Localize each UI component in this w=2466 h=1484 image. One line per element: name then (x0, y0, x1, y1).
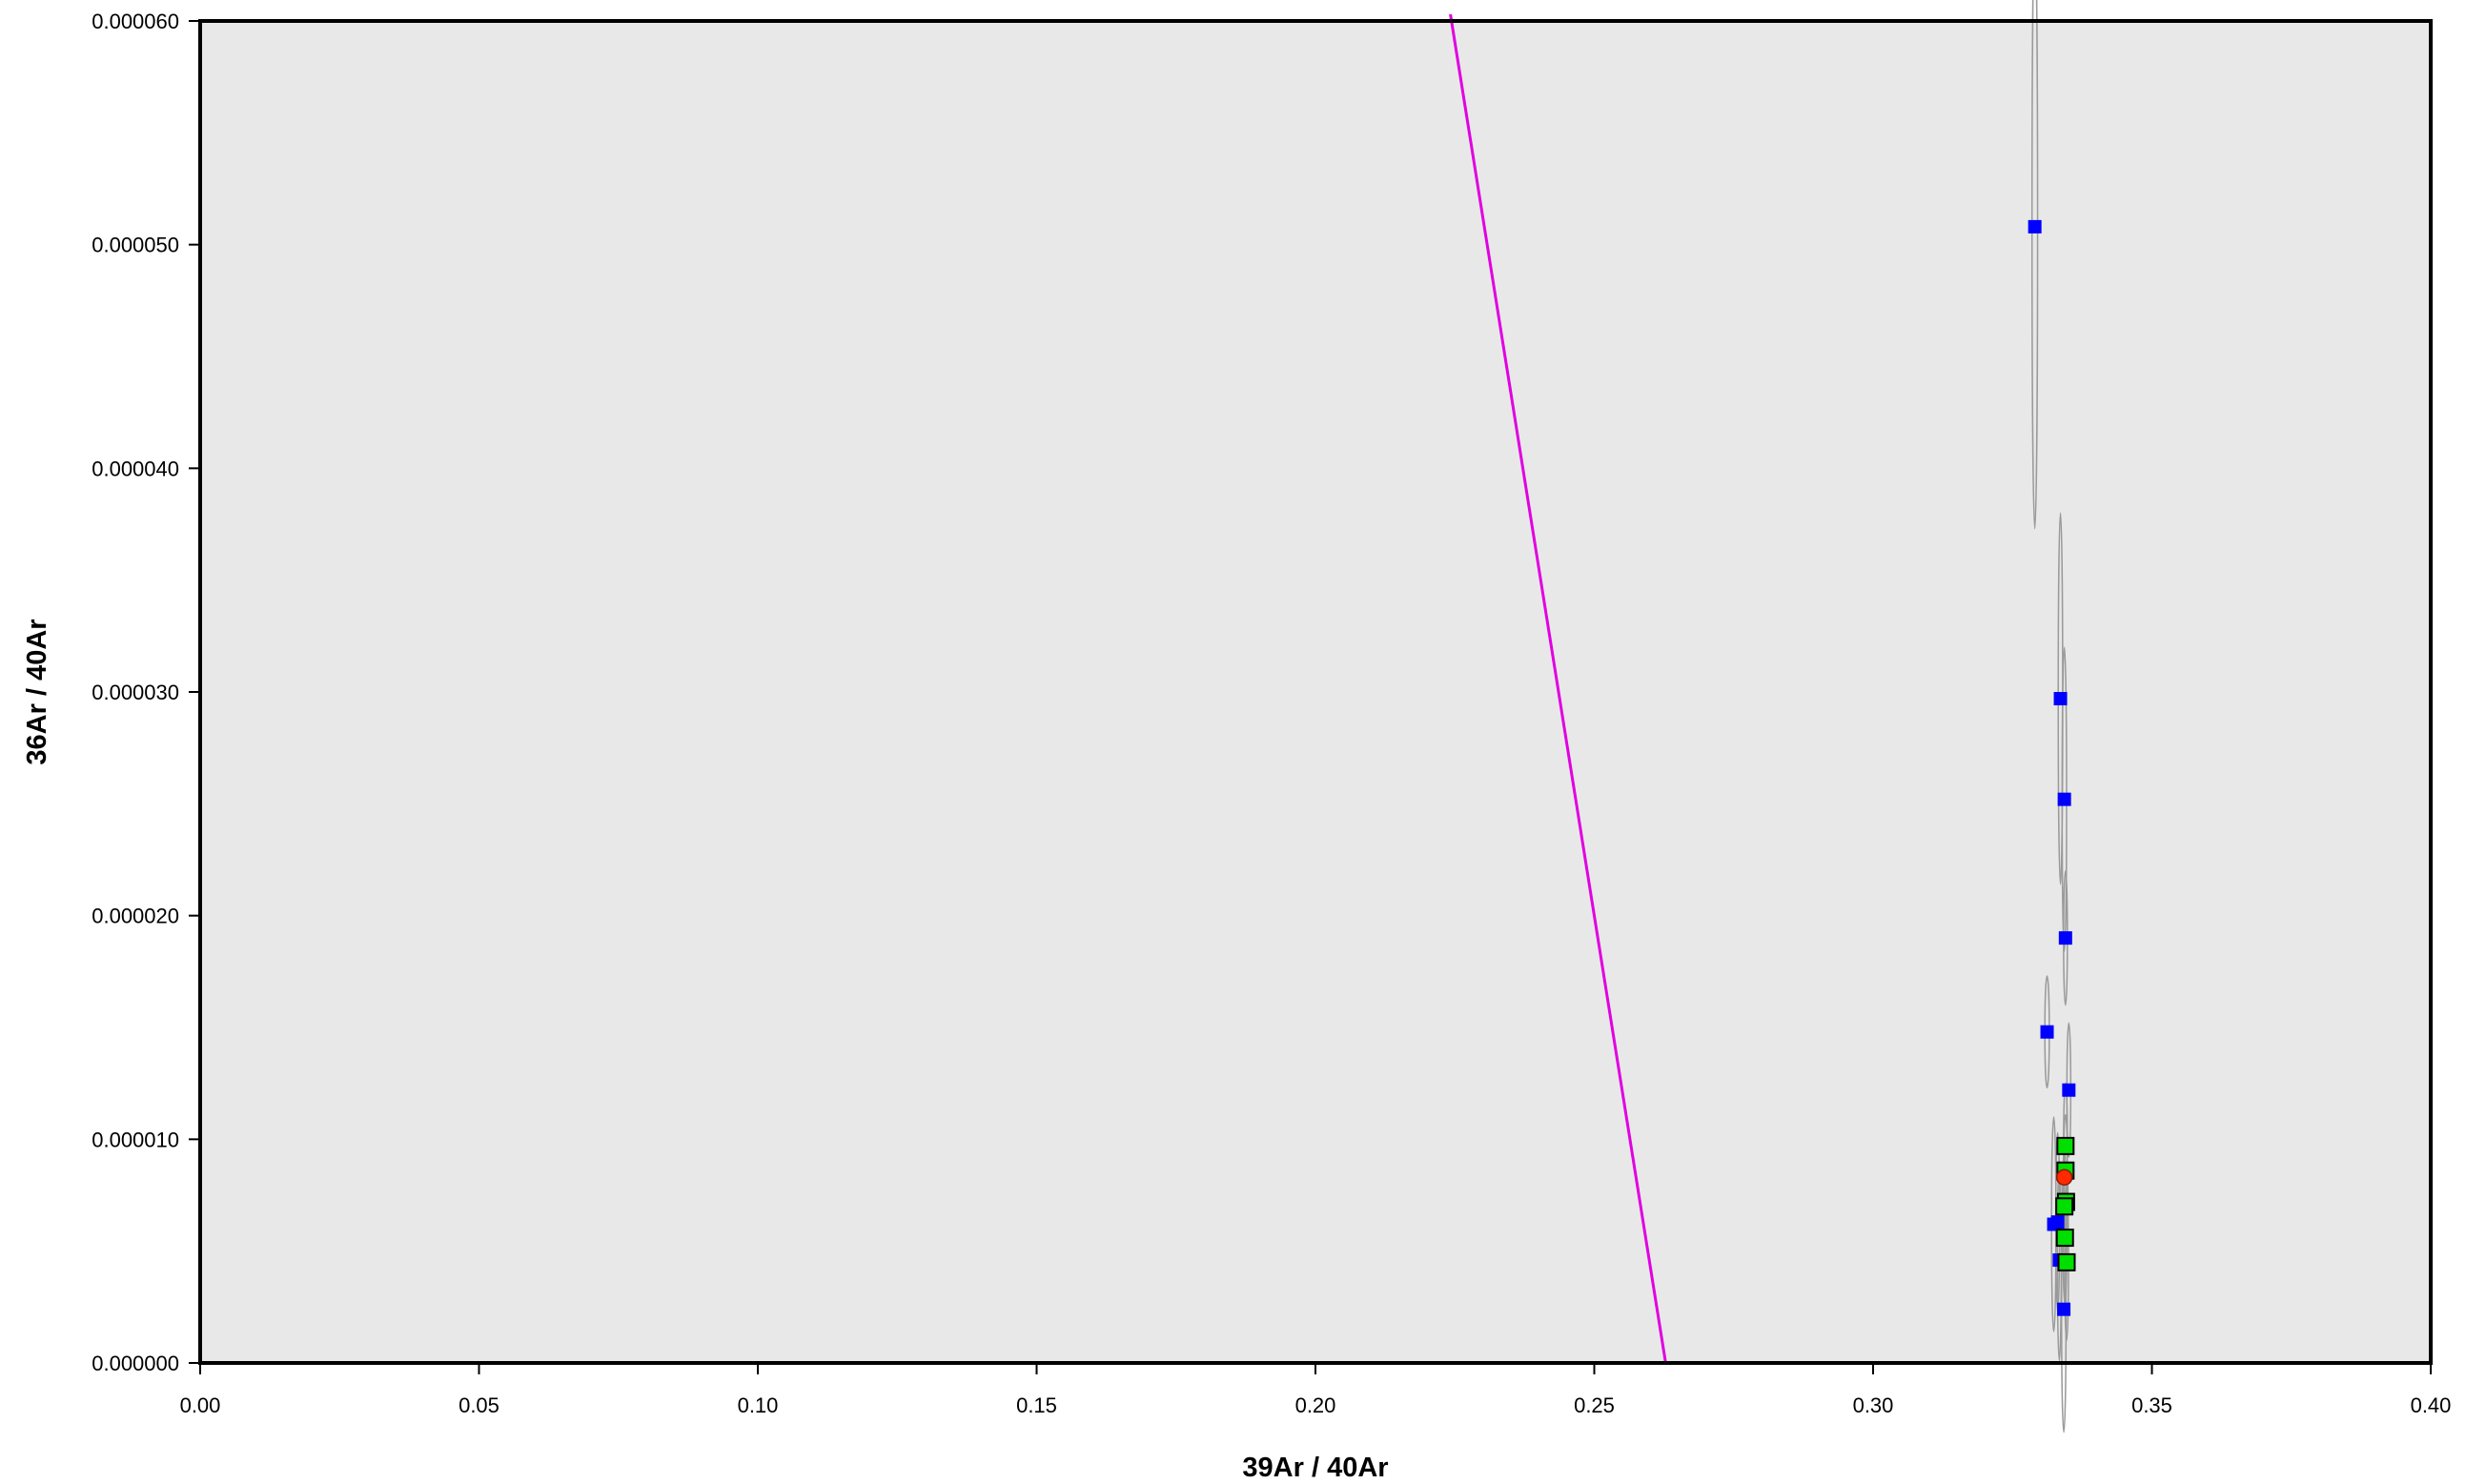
data-points (2028, 219, 2076, 1316)
x-tick-label: 0.30 (1853, 1393, 1894, 1417)
x-tick-label: 0.35 (2131, 1393, 2172, 1417)
x-axis-title: 39Ar / 40Ar (1242, 1453, 1388, 1483)
included-step-point (2055, 1197, 2074, 1216)
x-tick-label: 0.25 (1574, 1393, 1615, 1417)
excluded-step-point (2028, 219, 2042, 234)
y-axis-ticks: 0.000000 0.000010 0.000020 0.000030 0.000040… (92, 10, 200, 1375)
excluded-step-point (2058, 931, 2072, 945)
x-tick-label: 0.20 (1295, 1393, 1336, 1417)
x-tick-label: 0.05 (459, 1393, 499, 1417)
excluded-step-point (2057, 1302, 2071, 1316)
x-tick-label: 0.40 (2411, 1393, 2452, 1417)
y-tick-label: 0.000050 (92, 234, 179, 257)
x-axis-ticks: 0.00 0.05 0.10 0.15 0.20 0.25 0.30 0.35 0.40 (180, 1363, 2452, 1417)
y-axis-title: 36Ar / 40Ar (22, 619, 52, 764)
y-tick-label: 0.000010 (92, 1128, 179, 1151)
excluded-step-point (2057, 792, 2071, 806)
x-tick-label: 0.15 (1016, 1393, 1057, 1417)
included-step-point (2057, 1252, 2076, 1271)
isochron-line (1449, 13, 1667, 1364)
y-tick-label: 0.000030 (92, 681, 179, 704)
y-tick-label: 0.000020 (92, 905, 179, 928)
y-tick-label: 0.000060 (92, 10, 179, 33)
included-step-point (2056, 1136, 2075, 1155)
excluded-step-point (2040, 1025, 2054, 1039)
mean-point (2055, 1169, 2073, 1186)
plot-area (200, 21, 2431, 1363)
x-tick-label: 0.10 (738, 1393, 779, 1417)
excluded-step-point (2050, 1215, 2065, 1230)
y-tick-label: 0.000040 (92, 457, 179, 480)
y-tick-label: 0.000000 (92, 1352, 179, 1375)
x-tick-label: 0.00 (180, 1393, 221, 1417)
excluded-step-point (2062, 1083, 2076, 1097)
excluded-step-point (2053, 692, 2068, 706)
isochron-line-group (1449, 13, 1667, 1364)
included-step-point (2055, 1229, 2074, 1248)
